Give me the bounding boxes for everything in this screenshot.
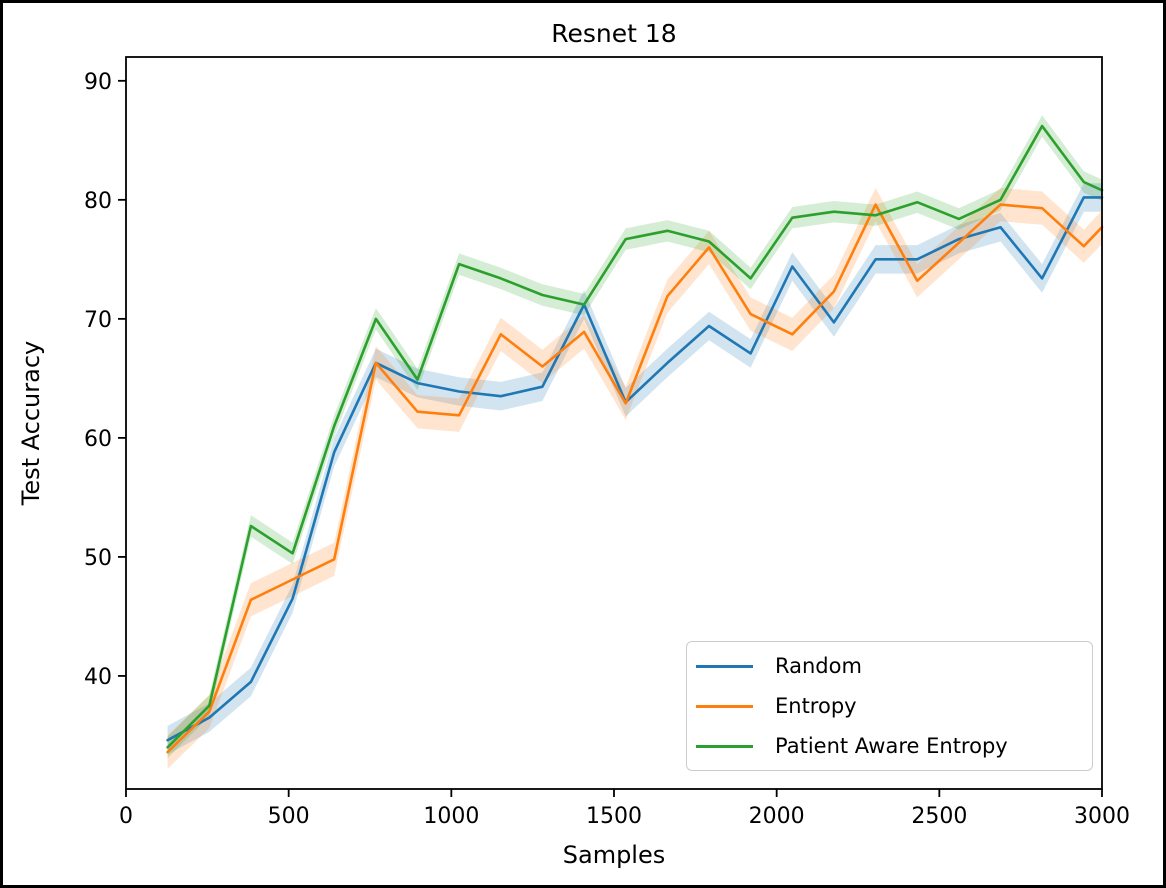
legend-label-entropy: Entropy (775, 694, 857, 718)
legend-label-random: Random (775, 654, 862, 678)
plot-area: 0 500 1000 1500 2000 2500 3000 40 50 60 70 80 90 (84, 56, 1130, 829)
legend-item-entropy: Entropy (687, 687, 1092, 725)
x-tick-label: 3000 (1074, 804, 1130, 829)
series-line-2 (166, 124, 1104, 749)
x-tick-label: 500 (268, 804, 310, 829)
confidence-band-2 (167, 115, 1103, 759)
legend-line-sample-random (696, 664, 753, 668)
x-tick-label: 1500 (586, 804, 642, 829)
x-tick-label: 2000 (749, 804, 805, 829)
series-line-1 (166, 203, 1104, 754)
y-tick-label: 90 (84, 70, 112, 95)
x-axis-label: Samples (562, 841, 666, 869)
legend: Random Entropy Patient Aware Entropy (686, 641, 1093, 771)
confidence-band-0 (167, 183, 1103, 755)
x-tick-label: 0 (119, 804, 133, 829)
x-tick-label: 2500 (911, 804, 967, 829)
legend-item-random: Random (687, 647, 1092, 685)
legend-label-patient-aware-entropy: Patient Aware Entropy (775, 734, 1008, 758)
y-tick-label: 80 (84, 189, 112, 214)
chart-title: Resnet 18 (551, 19, 677, 48)
x-tick-label: 1000 (423, 804, 479, 829)
legend-item-patient-aware-entropy: Patient Aware Entropy (687, 727, 1092, 765)
confidence-band-1 (167, 187, 1103, 769)
legend-line-sample-entropy (696, 704, 753, 708)
y-tick-label: 50 (84, 546, 112, 571)
y-tick-label: 40 (84, 665, 112, 690)
y-tick-label: 70 (84, 308, 112, 333)
legend-line-sample-patient-aware-entropy (696, 744, 753, 748)
y-tick-label: 60 (84, 427, 112, 452)
